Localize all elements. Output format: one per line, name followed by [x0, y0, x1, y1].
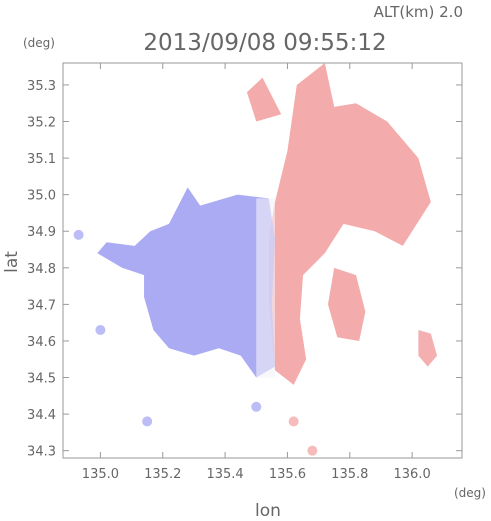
isolated-echo: [142, 416, 153, 427]
y-tick-label: 35.1: [27, 152, 56, 167]
x-axis-ticks: 135.0 135.2 135.4 135.6 135.8 136.0: [82, 63, 431, 482]
y-tick-label: 34.3: [27, 445, 56, 460]
y-tick-label: 34.9: [27, 225, 56, 240]
radar-field: [73, 63, 438, 456]
isolated-echo: [307, 445, 318, 456]
positive-velocity-patch: [327, 267, 366, 341]
x-axis-label: lon: [255, 501, 281, 521]
y-tick-label: 34.5: [27, 372, 56, 387]
x-tick-label: 135.0: [82, 467, 119, 482]
y-tick-label: 34.6: [27, 335, 56, 350]
x-tick-label: 136.0: [394, 467, 431, 482]
x-unit-label: (deg): [454, 486, 486, 500]
chart-title: 2013/09/08 09:55:12: [143, 30, 386, 56]
positive-velocity-patch: [246, 77, 282, 122]
x-tick-label: 135.6: [269, 467, 306, 482]
isolated-echo: [73, 229, 84, 240]
y-tick-label: 35.2: [27, 116, 56, 131]
x-tick-label: 135.4: [206, 467, 243, 482]
positive-velocity-patch: [418, 329, 438, 367]
y-axis-ticks: 34.3 34.4 34.5 34.6 34.7 34.8 34.9 35.0 35.1 35.2…: [27, 79, 462, 460]
y-tick-label: 34.4: [27, 408, 56, 423]
y-axis-label: lat: [2, 251, 22, 273]
y-tick-label: 35.3: [27, 79, 56, 94]
isolated-echo: [288, 416, 299, 427]
negative-velocity-area: [97, 187, 275, 378]
y-tick-label: 35.0: [27, 189, 56, 204]
x-tick-label: 135.2: [144, 467, 181, 482]
y-tick-label: 34.7: [27, 298, 56, 313]
y-unit-label: (deg): [23, 36, 55, 50]
plot-frame: [62, 62, 463, 459]
positive-velocity-area: [268, 63, 431, 385]
zero-velocity-band: [256, 198, 275, 378]
isolated-echo: [251, 401, 262, 412]
y-tick-label: 34.8: [27, 262, 56, 277]
x-tick-label: 135.8: [331, 467, 368, 482]
altitude-label: ALT(km) 2.0: [374, 3, 463, 21]
isolated-echo: [95, 324, 106, 335]
